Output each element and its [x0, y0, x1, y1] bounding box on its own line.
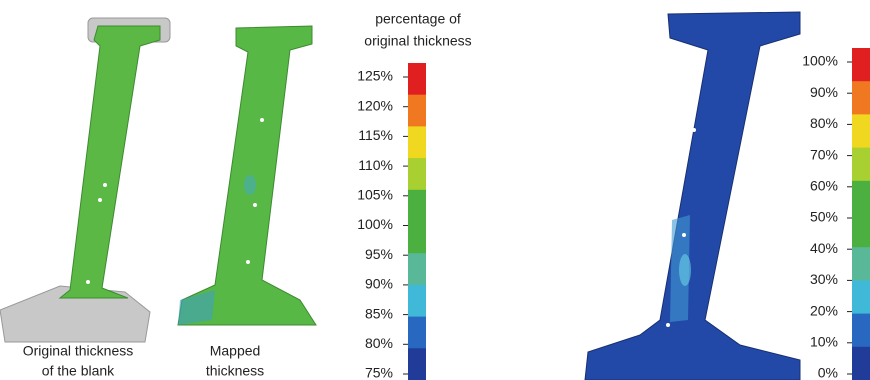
colorbar-label: 0%: [818, 365, 838, 380]
colorbar-segment: [852, 314, 870, 348]
colorbar-segment: [408, 317, 426, 349]
colorbar-label: 120%: [357, 97, 393, 113]
colorbar-segment: [852, 181, 870, 215]
colorbar-label: 70%: [810, 146, 838, 162]
colorbar-title: original thickness: [364, 33, 471, 49]
colorbar-label: 105%: [357, 187, 393, 203]
colorbar-label: 60%: [810, 178, 838, 194]
colorbar-segment: [852, 214, 870, 248]
colorbar-label: 75%: [365, 365, 393, 380]
colorbar-segment: [852, 280, 870, 314]
colorbar-label: 110%: [358, 157, 393, 173]
colorbar-segment: [408, 126, 426, 158]
colorbar-segment: [408, 285, 426, 317]
colorbar-label: 40%: [810, 240, 838, 256]
part-mapped: [178, 26, 316, 325]
colorbar-segment: [408, 95, 426, 127]
colorbar-label: 80%: [365, 335, 393, 351]
colorbar-label: 115%: [358, 127, 393, 143]
colorbar-segment: [408, 158, 426, 190]
part-original: [0, 18, 170, 342]
caption: Original thickness: [23, 343, 134, 359]
caption: thickness: [206, 363, 264, 379]
colorbar-segment: [852, 48, 870, 82]
colorbar-segment: [408, 253, 426, 285]
caption: of the blank: [42, 363, 115, 379]
colorbar-segment: [852, 347, 870, 380]
colorbar-label: 80%: [810, 115, 838, 131]
colorbar-label: 30%: [810, 271, 838, 287]
colorbar-label: 125%: [357, 68, 393, 84]
colorbar-segment: [408, 190, 426, 222]
colorbar-label: 20%: [810, 302, 838, 318]
colorbar-label: 50%: [810, 209, 838, 225]
colorbar-segment: [852, 247, 870, 281]
colorbar-label: 95%: [365, 246, 393, 262]
part-thinning: [585, 12, 800, 380]
colorbar-title: percentage of: [375, 11, 461, 27]
colorbar-label: 85%: [365, 305, 393, 321]
colorbar-segment: [852, 148, 870, 182]
colorbar-label: 100%: [802, 53, 838, 69]
colorbar-label: 90%: [365, 276, 393, 292]
colorbar-segment: [408, 222, 426, 254]
colorbar-segment: [408, 63, 426, 95]
colorbar-segment: [408, 348, 426, 380]
colorbar-label: 90%: [810, 84, 838, 100]
caption: Mapped: [210, 343, 261, 359]
figure: Original thickness of the blank Mapped thic…: [0, 0, 870, 380]
colorbar-segment: [852, 81, 870, 115]
colorbar-segment: [852, 114, 870, 148]
colorbar-label: 100%: [357, 216, 393, 232]
colorbar-label: 10%: [810, 334, 838, 350]
